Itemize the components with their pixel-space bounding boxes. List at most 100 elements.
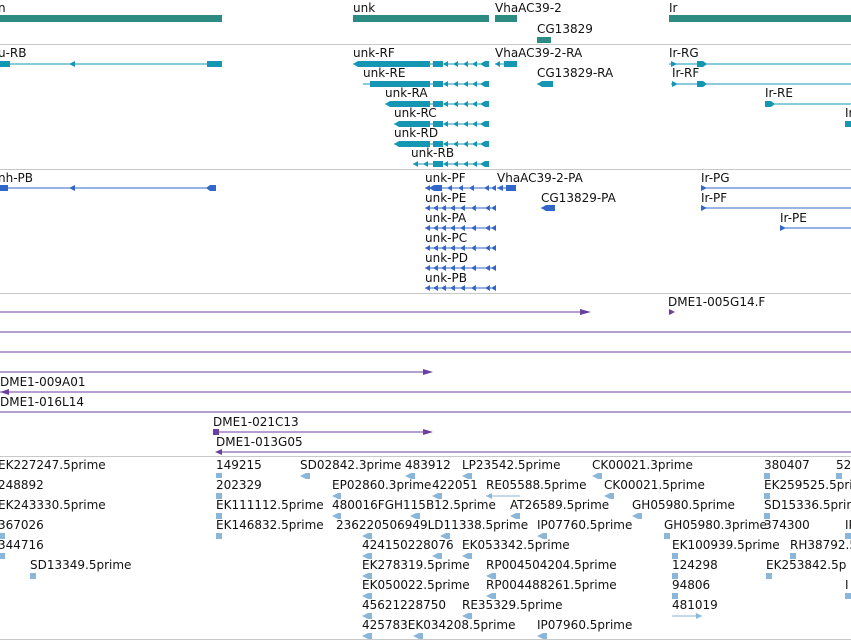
est-glyph[interactable] — [790, 553, 796, 559]
clone-glyph[interactable] — [215, 449, 851, 455]
clone-label[interactable]: DME1-005G14.F — [668, 295, 766, 309]
protein-label[interactable]: VhaAC39-2-PA — [497, 171, 583, 185]
est-label[interactable]: IP07960.5prime — [537, 618, 633, 632]
clone-label[interactable]: DME1-021C13 — [213, 415, 299, 429]
transcript-label[interactable]: unk-RF — [353, 46, 395, 60]
clone-glyph[interactable] — [213, 429, 433, 435]
protein-glyph[interactable] — [541, 205, 555, 211]
est-glyph[interactable] — [604, 493, 614, 499]
est-label[interactable]: 422051 — [432, 478, 478, 492]
est-glyph[interactable] — [510, 513, 520, 519]
transcript-glyph[interactable] — [394, 121, 489, 127]
est-label[interactable]: EK050022.5prime — [362, 578, 470, 592]
est-glyph[interactable] — [672, 573, 678, 579]
protein-glyph[interactable] — [497, 185, 516, 191]
protein-label[interactable]: unk-PE — [425, 191, 467, 205]
transcript-label[interactable]: unk-RA — [385, 86, 428, 100]
gene-label[interactable]: n — [0, 1, 6, 15]
est-glyph[interactable] — [440, 533, 450, 539]
clone-label[interactable]: DME1-016L14 — [0, 395, 84, 409]
protein-label[interactable]: nh-PB — [0, 171, 34, 185]
transcript-glyph[interactable] — [353, 61, 489, 67]
est-glyph[interactable] — [0, 553, 5, 559]
est-glyph[interactable] — [664, 533, 670, 539]
est-label[interactable]: SD15336.5prime — [764, 498, 851, 512]
protein-glyph[interactable] — [425, 245, 496, 251]
gene-glyph[interactable] — [537, 37, 551, 43]
transcript-label[interactable]: Ir-RE — [765, 86, 793, 100]
est-label[interactable]: RP004504204.5prime — [486, 558, 617, 572]
est-label[interactable]: 424150228076 — [362, 538, 454, 552]
protein-label[interactable]: unk-PB — [425, 271, 467, 285]
est-glyph[interactable] — [413, 633, 423, 639]
transcript-label[interactable]: u-RB — [0, 46, 27, 60]
est-label[interactable]: 149215 — [216, 458, 262, 472]
est-glyph[interactable] — [764, 513, 770, 519]
clone-glyph[interactable] — [0, 369, 433, 375]
est-glyph[interactable] — [764, 493, 770, 499]
est-glyph[interactable] — [462, 553, 472, 559]
est-label[interactable]: EK146832.5prime — [216, 518, 324, 532]
est-label[interactable]: 202329 — [216, 478, 262, 492]
est-glyph[interactable] — [0, 533, 5, 539]
est-glyph[interactable] — [216, 473, 222, 478]
est-glyph[interactable] — [362, 553, 372, 559]
est-glyph[interactable] — [836, 473, 842, 479]
est-label[interactable]: CK00021.3prime — [592, 458, 693, 472]
est-label[interactable]: 480016FGH115B12.5prime — [332, 498, 496, 512]
est-label[interactable]: 248892 — [0, 478, 44, 492]
est-glyph[interactable] — [845, 593, 851, 599]
est-label[interactable]: 374300 — [764, 518, 810, 532]
est-label[interactable]: GH05980.5prime — [632, 498, 735, 512]
clone-glyph[interactable] — [0, 309, 591, 315]
est-label[interactable]: 344716 — [0, 538, 44, 552]
est-glyph[interactable] — [332, 513, 341, 519]
est-glyph[interactable] — [592, 473, 602, 479]
est-glyph[interactable] — [486, 573, 496, 579]
est-label[interactable]: RE35329.5prime — [462, 598, 563, 612]
est-glyph[interactable] — [766, 573, 772, 579]
est-label[interactable]: EK227247.5prime — [0, 458, 106, 472]
est-glyph[interactable] — [537, 633, 547, 639]
est-label[interactable]: EK259525.5prime — [764, 478, 851, 492]
est-glyph[interactable] — [216, 513, 222, 519]
transcript-glyph[interactable] — [394, 141, 489, 147]
est-label[interactable]: GH05980.3prime — [664, 518, 767, 532]
clone-label[interactable]: DME1-013G05 — [216, 435, 303, 449]
est-glyph[interactable] — [672, 613, 702, 619]
est-glyph[interactable] — [362, 573, 372, 579]
protein-glyph[interactable] — [780, 225, 851, 231]
est-glyph[interactable] — [362, 613, 372, 619]
protein-glyph[interactable] — [425, 225, 496, 231]
transcript-glyph[interactable] — [413, 161, 489, 167]
est-glyph[interactable] — [300, 473, 310, 479]
gene-glyph[interactable] — [495, 15, 517, 22]
est-label[interactable]: 483912 — [405, 458, 451, 472]
est-glyph[interactable] — [632, 513, 642, 519]
est-glyph[interactable] — [410, 513, 420, 519]
clone-label[interactable]: DME1-009A01 — [0, 375, 86, 389]
protein-label[interactable]: CG13829-PA — [541, 191, 616, 205]
est-label[interactable]: EK053342.5prime — [462, 538, 570, 552]
protein-label[interactable]: Ir-PE — [780, 211, 807, 225]
transcript-glyph[interactable] — [845, 121, 851, 127]
gene-glyph[interactable] — [353, 15, 489, 22]
est-label[interactable]: I — [845, 578, 849, 592]
transcript-label[interactable]: VhaAC39-2-RA — [495, 46, 583, 60]
transcript-label[interactable]: Ir-RG — [669, 46, 699, 60]
clone-glyph[interactable] — [0, 389, 851, 395]
est-label[interactable]: EK243330.5prime — [0, 498, 106, 512]
est-glyph[interactable] — [462, 473, 472, 479]
transcript-glyph[interactable] — [669, 61, 851, 67]
protein-label[interactable]: unk-PC — [425, 231, 468, 245]
est-glyph[interactable] — [672, 553, 678, 559]
est-glyph[interactable] — [362, 633, 372, 639]
est-label[interactable]: 94806 — [672, 578, 711, 592]
transcript-label[interactable]: unk-RD — [394, 126, 439, 140]
est-label[interactable]: 481019 — [672, 598, 718, 612]
gene-glyph[interactable] — [0, 15, 222, 22]
protein-label[interactable]: Ir-PF — [701, 191, 728, 205]
est-glyph[interactable] — [486, 493, 520, 499]
transcript-label[interactable]: unk-RC — [394, 106, 437, 120]
transcript-label[interactable]: Ir-RF — [672, 66, 700, 80]
